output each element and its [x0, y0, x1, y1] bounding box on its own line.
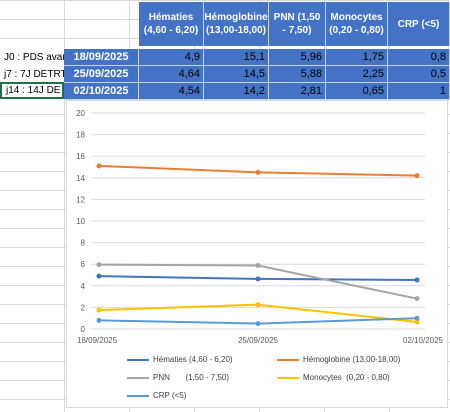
- value-cell[interactable]: 0,8: [388, 49, 450, 66]
- value-cell[interactable]: 5,88: [269, 66, 326, 83]
- y-tick-label: 12: [76, 195, 85, 204]
- data-point: [96, 262, 102, 268]
- legend-label: Hémoglobine (13,00-18,00): [303, 355, 401, 364]
- y-tick-label: 8: [81, 239, 86, 248]
- x-tick-label: 18/09/2025: [77, 336, 118, 345]
- header-hematies[interactable]: Hématies (4,60 - 6,20): [139, 2, 204, 46]
- date-cell[interactable]: 18/09/2025: [64, 49, 139, 66]
- value-cell[interactable]: 2,81: [269, 83, 326, 100]
- legend-item[interactable]: Hémoglobine (13,00-18,00): [277, 355, 400, 364]
- chart-plot: 0 2 4 6 8 10 12 14 16 18 20 18/09/2025 25/09/2025 02/…: [76, 109, 444, 345]
- date-cell[interactable]: 02/10/2025: [64, 83, 139, 100]
- y-tick-label: 20: [76, 109, 85, 118]
- row-label-selected[interactable]: j14 : 14J DE: [0, 82, 64, 99]
- y-tick-label: 4: [81, 282, 86, 291]
- data-point: [255, 262, 261, 268]
- value-cell[interactable]: 5,96: [269, 49, 326, 66]
- data-point: [96, 317, 102, 323]
- header-pnn[interactable]: PNN (1,50 - 7,50): [269, 2, 326, 46]
- header-hemoglobine[interactable]: Hémoglobine (13,00-18,00): [204, 2, 269, 46]
- data-point: [96, 163, 102, 169]
- date-cell[interactable]: 25/09/2025: [64, 66, 139, 83]
- value-cell[interactable]: 0,5: [388, 66, 450, 83]
- row-label[interactable]: J0 : PDS avant: [0, 49, 64, 66]
- y-tick-label: 16: [76, 152, 85, 161]
- value-cell[interactable]: 4,54: [139, 83, 204, 100]
- data-point: [255, 302, 261, 308]
- legend-swatch: [127, 376, 149, 379]
- value-cell[interactable]: 15,1: [204, 49, 269, 66]
- legend-swatch: [127, 394, 149, 397]
- row-label[interactable]: j7 : 7J DETRT: [0, 66, 64, 83]
- legend-item[interactable]: Hématies (4,60 - 6,20): [127, 355, 233, 364]
- value-cell[interactable]: 4,64: [139, 66, 204, 83]
- data-point: [96, 273, 102, 279]
- data-point: [414, 319, 420, 325]
- y-tick-label: 14: [76, 174, 85, 183]
- data-point: [255, 321, 261, 327]
- legend-swatch: [277, 358, 299, 361]
- line-chart[interactable]: 0 2 4 6 8 10 12 14 16 18 20 18/09/2025 25/09/2025 02/…: [66, 100, 448, 408]
- data-point: [255, 169, 261, 175]
- legend-item[interactable]: PNN (1,50 - 7,50): [127, 373, 229, 382]
- legend-label: Hématies (4,60 - 6,20): [153, 355, 233, 364]
- value-cell[interactable]: 14,2: [204, 83, 269, 100]
- x-tick-label: 02/10/2025: [403, 336, 444, 345]
- header-monocytes[interactable]: Monocytes (0,20 - 0,80): [326, 2, 388, 46]
- y-tick-label: 18: [76, 131, 85, 140]
- data-point: [255, 276, 261, 282]
- legend-item[interactable]: Monocytes (0,20 - 0,80): [277, 373, 390, 382]
- y-tick-label: 2: [81, 303, 86, 312]
- y-tick-label: 0: [81, 325, 86, 334]
- value-cell[interactable]: 2,25: [326, 66, 388, 83]
- legend-label: Monocytes (0,20 - 0,80): [303, 373, 390, 382]
- value-cell[interactable]: 1,75: [326, 49, 388, 66]
- data-point: [414, 173, 420, 179]
- value-cell[interactable]: 14,5: [204, 66, 269, 83]
- value-cell[interactable]: 1: [388, 83, 450, 100]
- value-cell[interactable]: 0,65: [326, 83, 388, 100]
- value-cell[interactable]: 4,9: [139, 49, 204, 66]
- y-tick-label: 6: [81, 260, 86, 269]
- y-tick-label: 10: [76, 217, 85, 226]
- legend-label: PNN (1,50 - 7,50): [153, 373, 230, 382]
- legend-swatch: [127, 358, 149, 361]
- header-crp[interactable]: CRP (<5): [388, 2, 450, 46]
- legend-label: CRP (<5): [153, 391, 187, 400]
- legend-item[interactable]: CRP (<5): [127, 391, 186, 400]
- data-point: [414, 296, 420, 302]
- data-point: [96, 307, 102, 313]
- series-line: [98, 263, 418, 300]
- data-point: [414, 277, 420, 283]
- data-point: [414, 315, 420, 321]
- x-tick-label: 25/09/2025: [238, 336, 279, 345]
- legend-swatch: [277, 376, 299, 379]
